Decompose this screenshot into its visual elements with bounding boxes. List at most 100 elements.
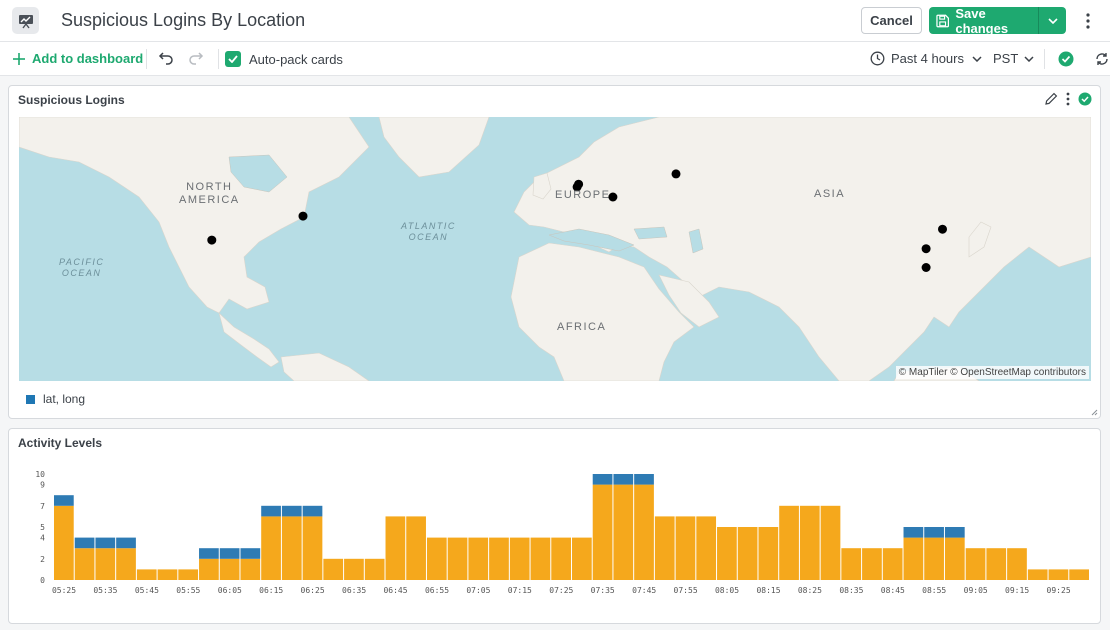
bar-segment-primary[interactable] (426, 537, 447, 580)
bar-segment-primary[interactable] (157, 569, 178, 580)
save-changes-main[interactable]: Save changes (929, 6, 1038, 36)
bar-segment-primary[interactable] (136, 569, 157, 580)
bar-segment-primary[interactable] (903, 537, 924, 580)
resize-handle-icon[interactable] (1090, 408, 1098, 416)
bar-segment-primary[interactable] (261, 516, 281, 580)
bar-segment-secondary[interactable] (261, 505, 281, 517)
redo-button[interactable] (188, 51, 204, 70)
bar-segment-primary[interactable] (634, 484, 654, 580)
map-legend[interactable]: lat, long (26, 392, 85, 406)
bar-segment-primary[interactable] (406, 516, 426, 580)
cancel-button[interactable]: Cancel (861, 7, 922, 34)
more-options-button[interactable] (1080, 9, 1096, 33)
pencil-icon[interactable] (1044, 92, 1058, 106)
bar-segment-primary[interactable] (696, 516, 717, 580)
auto-pack-toggle[interactable]: Auto-pack cards (225, 51, 343, 67)
login-location-point[interactable] (298, 211, 308, 221)
bar-segment-primary[interactable] (986, 548, 1007, 580)
bar-segment-primary[interactable] (924, 537, 944, 580)
bar-segment-primary[interactable] (654, 516, 675, 580)
bar-segment-primary[interactable] (95, 548, 116, 580)
bar-segment-primary[interactable] (489, 537, 509, 580)
time-range-selector[interactable]: Past 4 hours (870, 51, 982, 66)
bar-segment-primary[interactable] (54, 505, 74, 580)
map-card-actions (1044, 92, 1092, 106)
save-options-dropdown[interactable] (1038, 7, 1066, 34)
bar-segment-primary[interactable] (447, 537, 468, 580)
bar-segment-secondary[interactable] (74, 537, 95, 549)
bar-segment-secondary[interactable] (302, 505, 323, 517)
bar-segment-primary[interactable] (675, 516, 696, 580)
bar-segment-primary[interactable] (551, 537, 571, 580)
bar-segment-primary[interactable] (882, 548, 903, 580)
bar-segment-primary[interactable] (509, 537, 530, 580)
bar-segment-primary[interactable] (116, 548, 136, 580)
bar-segment-secondary[interactable] (95, 537, 116, 549)
refresh-button[interactable] (1094, 51, 1110, 72)
bar-segment-primary[interactable] (1007, 548, 1027, 580)
bar-segment-secondary[interactable] (592, 474, 613, 485)
bar-segment-secondary[interactable] (199, 548, 219, 559)
bar-segment-primary[interactable] (199, 558, 219, 580)
bar-segment-primary[interactable] (799, 505, 820, 580)
login-location-point[interactable] (207, 235, 217, 245)
bar-segment-primary[interactable] (592, 484, 613, 580)
bar-segment-primary[interactable] (717, 527, 737, 580)
bar-segment-primary[interactable] (530, 537, 551, 580)
login-location-point[interactable] (938, 224, 947, 234)
world-map[interactable]: NORTH AMERICA EUROPE ASIA AFRICA ATLANTI… (19, 117, 1091, 381)
bar-segment-primary[interactable] (965, 548, 986, 580)
bar-segment-primary[interactable] (344, 558, 364, 580)
kebab-menu-icon[interactable] (1066, 92, 1070, 106)
query-status-indicator[interactable] (1058, 51, 1074, 72)
login-location-point[interactable] (671, 169, 681, 179)
bar-segment-secondary[interactable] (944, 527, 965, 538)
bar-segment-secondary[interactable] (634, 474, 654, 485)
bar-segment-primary[interactable] (1048, 569, 1069, 580)
bar-segment-primary[interactable] (572, 537, 592, 580)
login-location-point[interactable] (608, 192, 618, 202)
bar-segment-primary[interactable] (281, 516, 302, 580)
add-to-dashboard-button[interactable]: Add to dashboard (12, 51, 143, 66)
bar-segment-primary[interactable] (323, 558, 344, 580)
bar-segment-primary[interactable] (468, 537, 489, 580)
bar-segment-primary[interactable] (1027, 569, 1048, 580)
login-location-point[interactable] (921, 244, 931, 254)
timezone-selector[interactable]: PST (993, 51, 1034, 66)
bar-segment-primary[interactable] (862, 548, 882, 580)
x-axis: 05:25 05:35 05:45 05:55 06:05 06:15 06:25 06:35… (52, 586, 1071, 595)
bar-segment-secondary[interactable] (116, 537, 136, 549)
bar-segment-primary[interactable] (737, 527, 758, 580)
bar-segment-primary[interactable] (820, 505, 841, 580)
bar-segment-secondary[interactable] (903, 527, 924, 538)
x-tick-label: 07:25 (549, 586, 573, 595)
auto-pack-checkbox[interactable] (225, 51, 241, 67)
map-attribution[interactable]: © MapTiler © OpenStreetMap contributors (895, 366, 1089, 379)
bar-segment-primary[interactable] (1069, 569, 1089, 580)
bar-segment-secondary[interactable] (281, 505, 302, 517)
bar-segment-primary[interactable] (613, 484, 634, 580)
login-location-point[interactable] (921, 263, 931, 272)
bar-segment-secondary[interactable] (613, 474, 634, 485)
login-location-point[interactable] (572, 182, 582, 192)
bar-segment-primary[interactable] (364, 558, 385, 580)
bar-segment-secondary[interactable] (240, 548, 261, 559)
bar-segment-primary[interactable] (74, 548, 95, 580)
bar-segment-primary[interactable] (385, 516, 406, 580)
save-changes-button[interactable]: Save changes (929, 6, 1066, 36)
bar-segment-secondary[interactable] (219, 548, 240, 559)
bar-segment-secondary[interactable] (54, 495, 74, 506)
bar-segment-primary[interactable] (841, 548, 862, 580)
bar-segment-primary[interactable] (779, 505, 799, 580)
undo-button[interactable] (158, 51, 174, 70)
bar-segment-primary[interactable] (240, 558, 261, 580)
dashboard-app-icon[interactable] (12, 7, 39, 34)
bar-segment-primary[interactable] (178, 569, 199, 580)
dashboard-title[interactable]: Suspicious Logins By Location (61, 10, 306, 30)
bar-segment-primary[interactable] (944, 537, 965, 580)
bar-segment-primary[interactable] (302, 516, 323, 580)
bar-segment-secondary[interactable] (924, 527, 944, 538)
bar-segment-primary[interactable] (219, 558, 240, 580)
bar-segment-primary[interactable] (758, 527, 779, 580)
